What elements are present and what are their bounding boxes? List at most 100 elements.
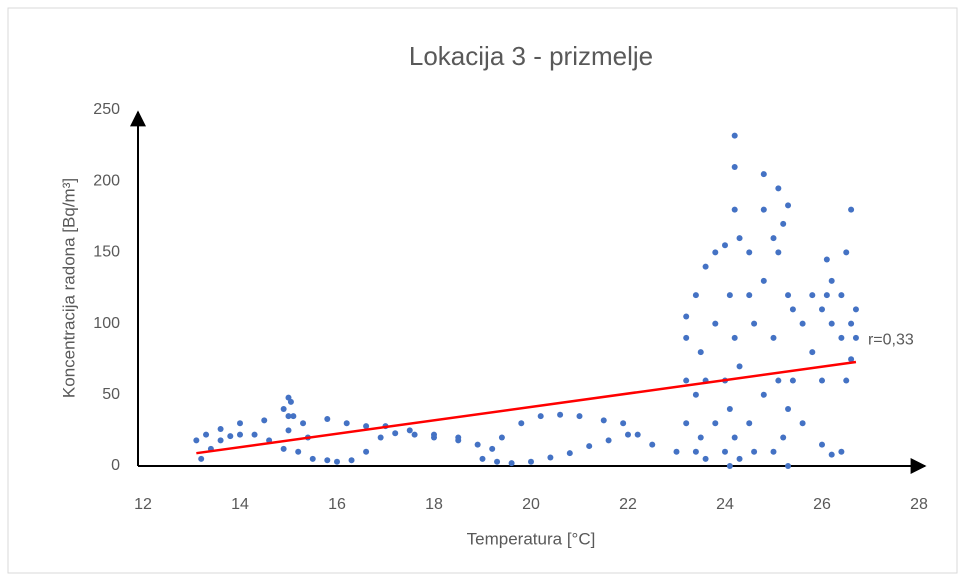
data-point [363, 423, 370, 430]
data-point [237, 431, 243, 438]
data-point [736, 455, 743, 462]
data-point [528, 458, 534, 465]
data-point [557, 411, 564, 418]
data-point [649, 441, 656, 448]
data-point [702, 455, 709, 462]
data-point [809, 292, 816, 299]
data-point [823, 256, 830, 263]
data-point [736, 363, 743, 370]
data-point [736, 235, 743, 242]
data-point [746, 420, 753, 427]
data-point [823, 292, 830, 299]
data-point [843, 249, 850, 256]
data-point [227, 433, 234, 440]
x-tick-label: 18 [425, 496, 443, 513]
data-point [498, 434, 505, 441]
data-point [547, 454, 554, 461]
data-point [455, 434, 462, 441]
data-point [474, 441, 481, 448]
data-point [377, 434, 384, 441]
data-point [843, 377, 850, 384]
data-point [508, 460, 515, 467]
y-tick-label: 0 [111, 457, 120, 474]
data-point [785, 202, 792, 209]
data-point [673, 448, 680, 455]
data-point [852, 306, 859, 313]
data-point [731, 132, 738, 139]
data-point [789, 377, 796, 384]
data-point [203, 431, 210, 438]
x-tick-label: 14 [231, 496, 249, 513]
x-tick-label: 16 [328, 496, 346, 513]
data-point [799, 420, 806, 427]
data-point [726, 463, 733, 469]
data-point [746, 249, 753, 256]
data-point [819, 441, 825, 448]
data-point [770, 448, 777, 455]
data-point [760, 277, 767, 284]
y-tick-label: 100 [93, 315, 120, 332]
data-point [775, 377, 782, 384]
data-point [722, 448, 728, 455]
data-point [411, 431, 418, 438]
data-point [237, 420, 243, 427]
data-point [634, 431, 641, 438]
annotation: r=0,33 [868, 331, 914, 348]
data-point [198, 455, 205, 462]
data-point [300, 420, 307, 427]
data-point [780, 434, 787, 441]
data-point [819, 377, 825, 384]
data-point [217, 437, 224, 444]
data-point [828, 451, 835, 458]
data-point [287, 398, 294, 405]
x-tick-label: 24 [716, 496, 734, 513]
data-point [848, 206, 855, 213]
data-point [431, 431, 437, 438]
x-tick-label: 28 [910, 496, 928, 513]
y-tick-label: 150 [93, 244, 120, 261]
data-point [280, 406, 287, 413]
data-point [731, 434, 738, 441]
data-point [775, 249, 782, 256]
data-point [712, 249, 719, 256]
y-tick-label: 50 [102, 386, 120, 403]
data-point [692, 292, 699, 299]
data-point [586, 443, 593, 450]
data-point [848, 356, 855, 363]
data-point [285, 413, 292, 420]
data-point [295, 448, 302, 455]
data-point [620, 420, 627, 427]
data-point [828, 320, 835, 327]
data-point [324, 457, 331, 464]
data-point [683, 420, 690, 427]
chart-border [7, 7, 958, 574]
data-point [760, 171, 767, 178]
x-axis-label: Temperatura [°C] [467, 529, 596, 548]
x-tick-label: 26 [813, 496, 831, 513]
data-point [290, 413, 297, 420]
y-axis-label: Koncentracija radona [Bq/m³] [59, 178, 78, 398]
x-tick-label: 12 [134, 496, 152, 513]
data-point [702, 263, 709, 270]
data-point [251, 431, 258, 438]
data-point [348, 457, 355, 464]
chart-title: Lokacija 3 - prizmelje [409, 41, 653, 71]
data-point [731, 334, 738, 341]
data-point [683, 377, 690, 384]
data-point [343, 420, 350, 427]
data-point [625, 431, 631, 438]
data-point [751, 320, 758, 327]
data-point [363, 448, 370, 455]
data-point [848, 320, 855, 327]
x-tick-label: 20 [522, 496, 540, 513]
data-point [770, 334, 777, 341]
data-point [726, 406, 733, 413]
data-point [479, 455, 486, 462]
data-point [731, 206, 738, 213]
data-point [712, 420, 719, 427]
data-point [785, 292, 792, 299]
data-point [494, 458, 501, 465]
data-point [770, 235, 777, 242]
data-point [518, 420, 525, 427]
